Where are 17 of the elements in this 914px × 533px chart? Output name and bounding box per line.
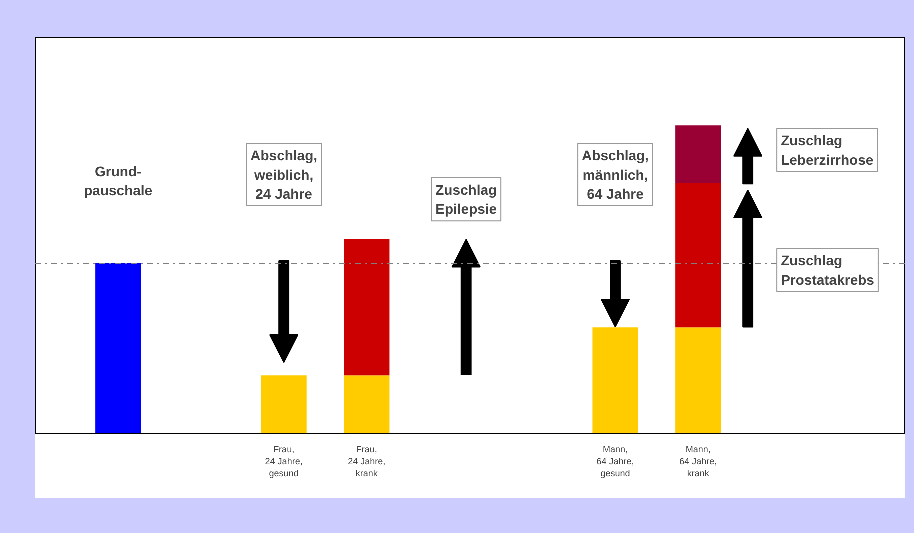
annotation: Zuschlag Leberzirrhose (781, 132, 874, 168)
bar (676, 126, 722, 184)
x-tick-label: Mann, 64 Jahre, krank (680, 444, 718, 478)
annotation: Abschlag, weiblich, 24 Jahre (250, 148, 318, 202)
bar (344, 376, 390, 434)
bar (96, 264, 142, 434)
annotation: Abschlag, männlich, 64 Jahre (582, 148, 649, 202)
x-tick-label: Mann, 64 Jahre, gesund (596, 444, 634, 478)
annotation: Zuschlag Epilepsie (436, 182, 498, 218)
bar (344, 240, 390, 376)
bar (676, 183, 722, 328)
x-tick-label: Frau, 24 Jahre, gesund (265, 444, 303, 478)
annotation: Zuschlag Prostatakrebs (781, 252, 875, 288)
x-tick-label: Frau, 24 Jahre, krank (348, 444, 386, 478)
bar (261, 376, 307, 434)
annotation: Grund- pauschale (84, 163, 153, 199)
bar (676, 328, 722, 434)
